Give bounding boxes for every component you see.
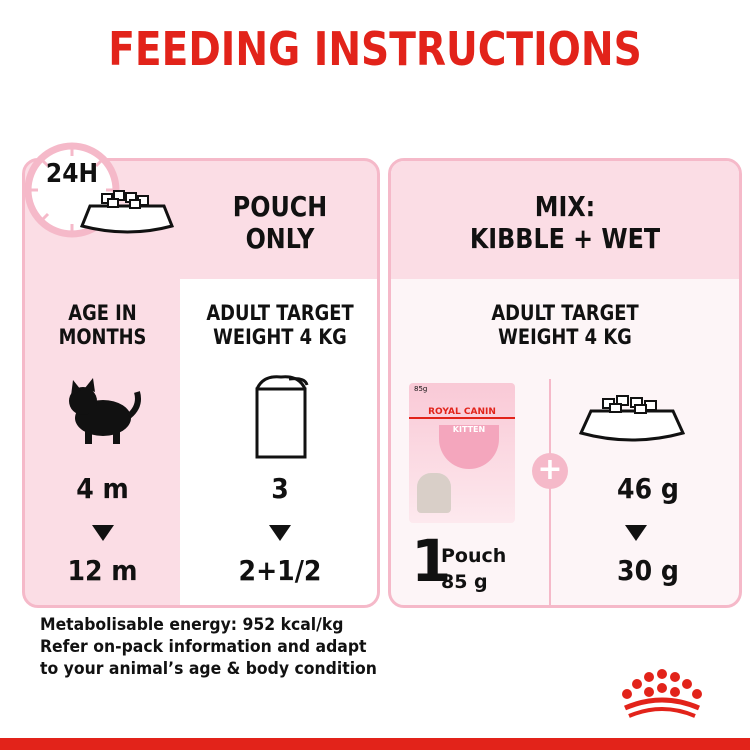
target-weight-label: ADULT TARGET WEIGHT 4 KG <box>206 301 354 350</box>
plus-icon: + <box>532 453 568 489</box>
arrow-down-icon <box>269 525 291 541</box>
pouch-to: 2+1/2 <box>238 554 322 587</box>
pouch-pack-image: 85g ROYAL CANIN KITTEN <box>409 383 515 523</box>
kitten-icon <box>69 378 141 444</box>
mix-target-weight-label: ADULT TARGET WEIGHT 4 KG <box>491 301 639 350</box>
divider <box>549 379 551 605</box>
arrow-down-icon <box>625 525 647 541</box>
mix-header <box>391 161 739 279</box>
mix-card: MIX: KIBBLE + WET ADULT TARGET WEIGHT 4 KG… <box>388 158 742 608</box>
age-label: AGE IN MONTHS <box>58 301 147 350</box>
age-from: 4 m <box>76 472 129 505</box>
food-bowl-icon <box>79 190 175 234</box>
mix-heading: MIX: KIBBLE + WET <box>469 190 661 256</box>
kibble-bowl-icon <box>578 395 686 442</box>
pouch-count: 1 <box>411 527 452 595</box>
age-to: 12 m <box>67 554 138 587</box>
page-title: FEEDING INSTRUCTIONS <box>108 22 642 76</box>
pouch-only-card: POUCH ONLY AGE IN MONTHS ADULT TARGET WEIGH… <box>22 158 380 608</box>
pouch-only-heading: POUCH ONLY <box>232 190 328 256</box>
kibble-to: 30 g <box>617 554 679 587</box>
royal-canin-crown-logo <box>622 669 702 718</box>
brand-bar <box>0 738 750 750</box>
footer-notes: Metabolisable energy: 952 kcal/kg Refer o… <box>40 615 377 679</box>
pouch-amount: Pouch 85 g <box>441 545 507 593</box>
kibble-from: 46 g <box>617 472 679 505</box>
pouch-from: 3 <box>271 472 289 505</box>
arrow-down-icon <box>92 525 114 541</box>
pouch-icon <box>255 375 309 459</box>
badge-24h: 24H <box>45 159 99 189</box>
